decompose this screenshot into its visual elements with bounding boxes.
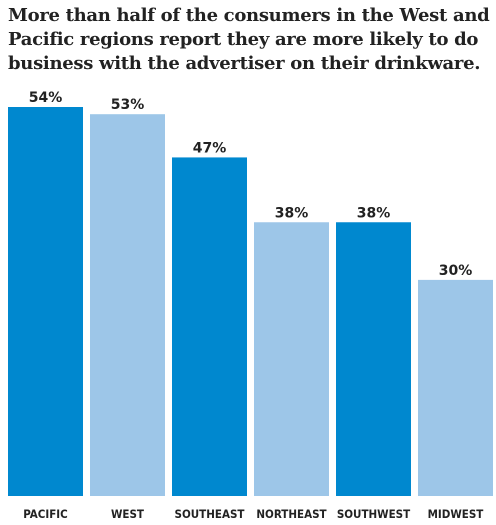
value-label-southeast: 47%: [193, 140, 227, 156]
bar-midwest: [418, 279, 493, 496]
tick-label-southeast: SOUTHEAST: [175, 507, 245, 521]
value-label-southwest: 38%: [357, 205, 391, 221]
bar-southwest: [336, 222, 411, 496]
chart-title: More than half of the consumers in the W…: [8, 5, 490, 74]
bar-pacific: [8, 107, 83, 496]
value-label-midwest: 30%: [439, 263, 473, 279]
tick-label-west: WEST: [111, 507, 144, 521]
tick-label-northeast: NORTHEAST: [256, 507, 326, 521]
tick-label-southwest: SOUTHWEST: [337, 507, 410, 521]
tick-label-pacific: PACIFIC: [23, 507, 67, 521]
value-label-pacific: 54%: [29, 90, 63, 106]
value-label-west: 53%: [111, 97, 145, 113]
bar-west: [90, 114, 165, 496]
tick-label-midwest: MIDWEST: [428, 507, 484, 521]
bar-southeast: [172, 157, 247, 497]
bar-northeast: [254, 222, 329, 496]
value-label-northeast: 38%: [275, 205, 309, 221]
